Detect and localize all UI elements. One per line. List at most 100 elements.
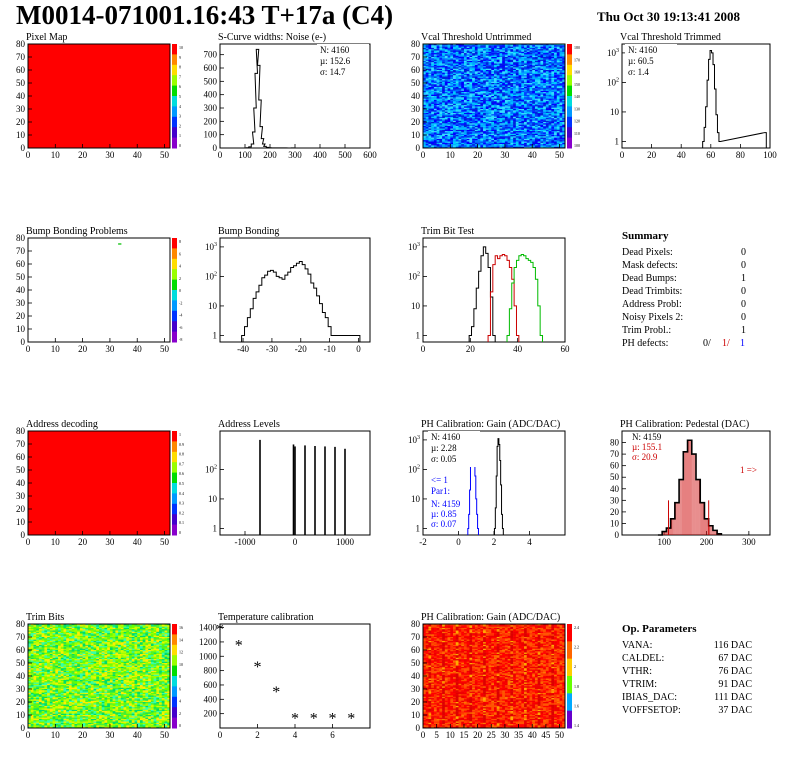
heatmap-cell — [442, 142, 446, 145]
heatmap-cell — [485, 123, 489, 125]
heatmap-cell — [510, 118, 514, 120]
heatmap-cell — [472, 109, 476, 111]
heatmap-cell — [436, 120, 440, 123]
heatmap-cell — [491, 145, 495, 147]
heatmap-cell — [507, 53, 511, 55]
heatmap-cell — [494, 103, 498, 106]
heatmap-cell — [436, 107, 440, 110]
palette-cell — [172, 54, 177, 66]
heatmap-cell — [458, 136, 462, 138]
heatmap-cell — [444, 96, 448, 98]
heatmap-cell — [423, 45, 427, 47]
heatmap-cell — [463, 80, 467, 82]
heatmap-cell — [450, 103, 454, 106]
heatmap-cell — [461, 128, 465, 131]
heatmap-cell — [499, 57, 503, 59]
heatmap-cell — [483, 47, 487, 50]
heatmap-cell — [444, 83, 448, 85]
heatmap-cell — [496, 62, 500, 64]
heatmap-cell — [472, 122, 476, 124]
heatmap-cell — [455, 98, 459, 101]
heatmap-cell — [502, 60, 506, 63]
heatmap-cell — [483, 46, 487, 49]
y-tick-label: 50 — [16, 465, 26, 475]
heatmap-cell — [504, 75, 508, 77]
heatmap-cell — [433, 118, 437, 120]
heatmap-cell — [491, 122, 495, 124]
heatmap-cell — [488, 128, 492, 131]
heatmap-cell — [458, 75, 462, 77]
heatmap-cell — [480, 122, 484, 124]
heatmap-cell — [423, 115, 427, 118]
heatmap-cell — [458, 83, 462, 85]
heatmap-cell — [455, 110, 459, 112]
heatmap-cell — [423, 80, 427, 82]
heatmap-cell — [477, 98, 481, 101]
heatmap-cell — [488, 123, 492, 125]
heatmap-cell — [488, 131, 492, 133]
heatmap-cell — [507, 133, 511, 136]
heatmap-cell — [469, 105, 473, 107]
heatmap-cell — [433, 123, 437, 125]
heatmap-cell — [488, 77, 492, 80]
heatmap-cell — [442, 84, 446, 86]
heatmap-cell — [502, 63, 506, 66]
heatmap-cell — [507, 140, 511, 142]
heatmap-cell — [499, 115, 503, 118]
heatmap-cell — [458, 145, 462, 147]
heatmap-cell — [469, 59, 473, 62]
heatmap-cell — [450, 101, 454, 103]
heatmap-cell — [488, 107, 492, 110]
heatmap-cell — [485, 75, 489, 77]
heatmap-cell — [461, 131, 465, 133]
heatmap-cell — [453, 51, 457, 54]
heatmap-cell — [461, 66, 465, 68]
heatmap-cell — [477, 94, 481, 97]
heatmap-cell — [423, 111, 427, 114]
heatmap-cell — [510, 93, 514, 95]
heatmap-cell — [477, 116, 481, 119]
heatmap-cell — [466, 84, 470, 86]
heatmap-cell — [496, 107, 500, 110]
heatmap-cell — [428, 55, 432, 58]
heatmap-cell — [431, 47, 435, 50]
heatmap-cell — [428, 44, 432, 46]
heatmap-cell — [431, 53, 435, 55]
heatmap-cell — [477, 105, 481, 107]
heatmap-cell — [499, 64, 503, 67]
heatmap-cell — [450, 53, 454, 55]
heatmap-cell — [499, 59, 503, 62]
heatmap-cell — [488, 132, 492, 134]
heatmap-cell — [425, 137, 429, 140]
heatmap-cell — [453, 125, 457, 128]
heatmap-cell — [469, 116, 473, 119]
heatmap-cell — [480, 80, 484, 82]
heatmap-cell — [439, 63, 443, 66]
heatmap-cell — [463, 92, 467, 94]
heatmap-cell — [477, 84, 481, 86]
heatmap-cell — [458, 77, 462, 80]
heatmap-cell — [431, 119, 435, 121]
heatmap-cell — [494, 131, 498, 133]
heatmap-cell — [507, 75, 511, 77]
heatmap-cell — [439, 141, 443, 144]
heatmap-cell — [507, 72, 511, 75]
heatmap-cell — [510, 73, 514, 76]
heatmap-cell — [488, 137, 492, 140]
heatmap-cell — [507, 71, 511, 73]
heatmap-cell — [458, 81, 462, 84]
heatmap-cell — [436, 140, 440, 142]
heatmap-cell — [513, 132, 517, 134]
heatmap-cell — [469, 80, 473, 82]
heatmap-cell — [499, 98, 503, 101]
heatmap-cell — [439, 47, 443, 50]
y-tick-label: 20 — [16, 311, 26, 321]
heatmap-cell — [455, 106, 459, 108]
heatmap-cell — [433, 133, 437, 136]
heatmap-cell — [423, 75, 427, 77]
heatmap-cell — [439, 73, 443, 76]
heatmap-cell — [431, 51, 435, 54]
heatmap-cell — [472, 120, 476, 123]
heatmap-cell — [494, 107, 498, 110]
heatmap-cell — [458, 59, 462, 62]
